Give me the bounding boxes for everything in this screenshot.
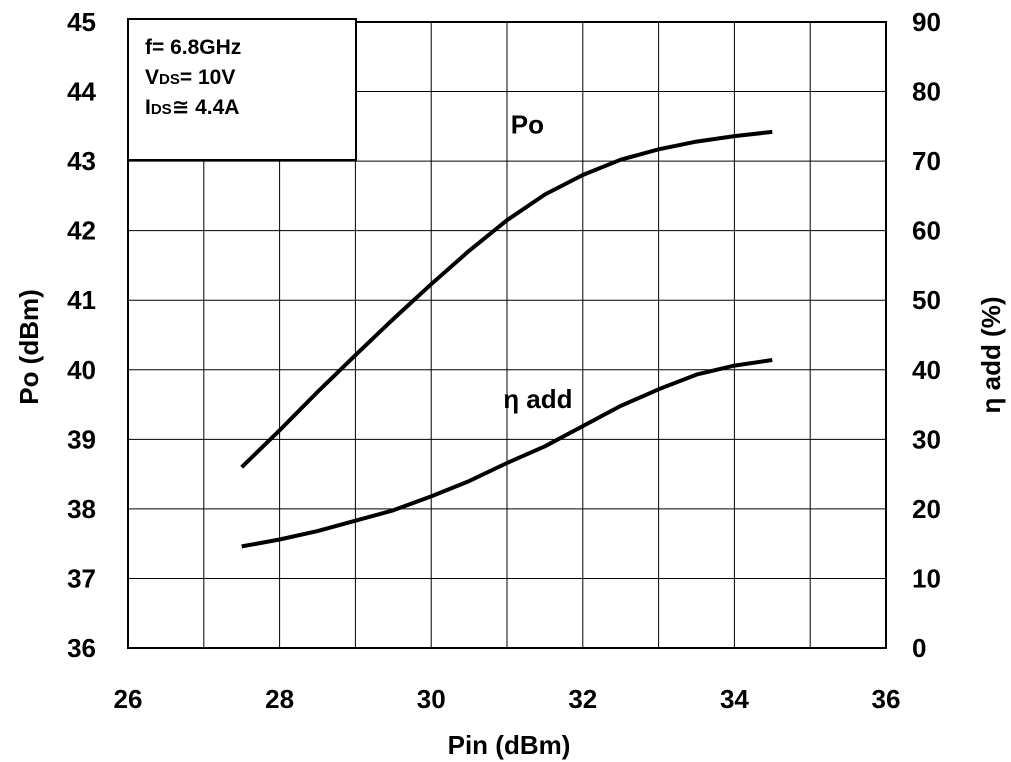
y-tick-label: 42 — [67, 216, 96, 246]
y-tick-label: 39 — [67, 424, 96, 454]
y2-tick-label: 80 — [912, 77, 941, 107]
series-line-po — [240, 129, 773, 469]
series-layer — [240, 129, 773, 549]
y-axis-title: Po (dBm) — [14, 289, 44, 405]
y-tick-label: 38 — [67, 494, 96, 524]
y-tick-label: 45 — [67, 7, 96, 37]
x-tick-label: 36 — [872, 684, 901, 714]
y2-tick-label: 70 — [912, 146, 941, 176]
y2-axis-title: η add (%) — [976, 297, 1006, 414]
y2-tick-label: 20 — [912, 494, 941, 524]
x-axis-title: Pin (dBm) — [448, 730, 571, 760]
series-line-eta-add — [241, 358, 773, 549]
y2-tick-label: 90 — [912, 7, 941, 37]
y2-tick-label: 50 — [912, 285, 941, 315]
y2-tick-label: 40 — [912, 355, 941, 385]
y-tick-label: 36 — [67, 633, 96, 663]
condition-line: f= 6.8GHz — [145, 36, 241, 59]
series-label-eta-add: η add — [503, 384, 572, 414]
x-tick-label: 34 — [720, 684, 749, 714]
y2-tick-label: 0 — [912, 633, 926, 663]
y-tick-label: 44 — [67, 77, 96, 107]
condition-line: IDS≅ 4.4A — [145, 96, 239, 119]
y2-tick-label: 60 — [912, 216, 941, 246]
grid — [128, 22, 886, 648]
y2-tick-label: 30 — [912, 424, 941, 454]
y-tick-label: 43 — [67, 146, 96, 176]
conditions-box-frame — [127, 18, 357, 161]
x-tick-label: 26 — [114, 684, 143, 714]
y2-tick-label: 10 — [912, 563, 941, 593]
conditions-box: f= 6.8GHz VDS= 10V IDS≅ 4.4A — [127, 18, 357, 161]
x-tick-label: 32 — [568, 684, 597, 714]
y-tick-label: 41 — [67, 285, 96, 315]
y-tick-label: 37 — [67, 563, 96, 593]
conditions-lines: f= 6.8GHz VDS= 10V IDS≅ 4.4A — [145, 36, 241, 119]
series-label-po: Po — [511, 109, 544, 139]
y-tick-label: 40 — [67, 355, 96, 385]
x-tick-label: 30 — [417, 684, 446, 714]
x-tick-label: 28 — [265, 684, 294, 714]
x-tick-labels: 26 28 30 32 34 36 — [114, 684, 901, 714]
y2-tick-labels: 0 10 20 30 40 50 60 70 80 90 — [912, 7, 941, 663]
plot-frame — [127, 21, 887, 649]
condition-line: VDS= 10V — [145, 66, 235, 89]
y-tick-labels: 36 37 38 39 40 41 42 43 44 45 — [67, 7, 96, 663]
